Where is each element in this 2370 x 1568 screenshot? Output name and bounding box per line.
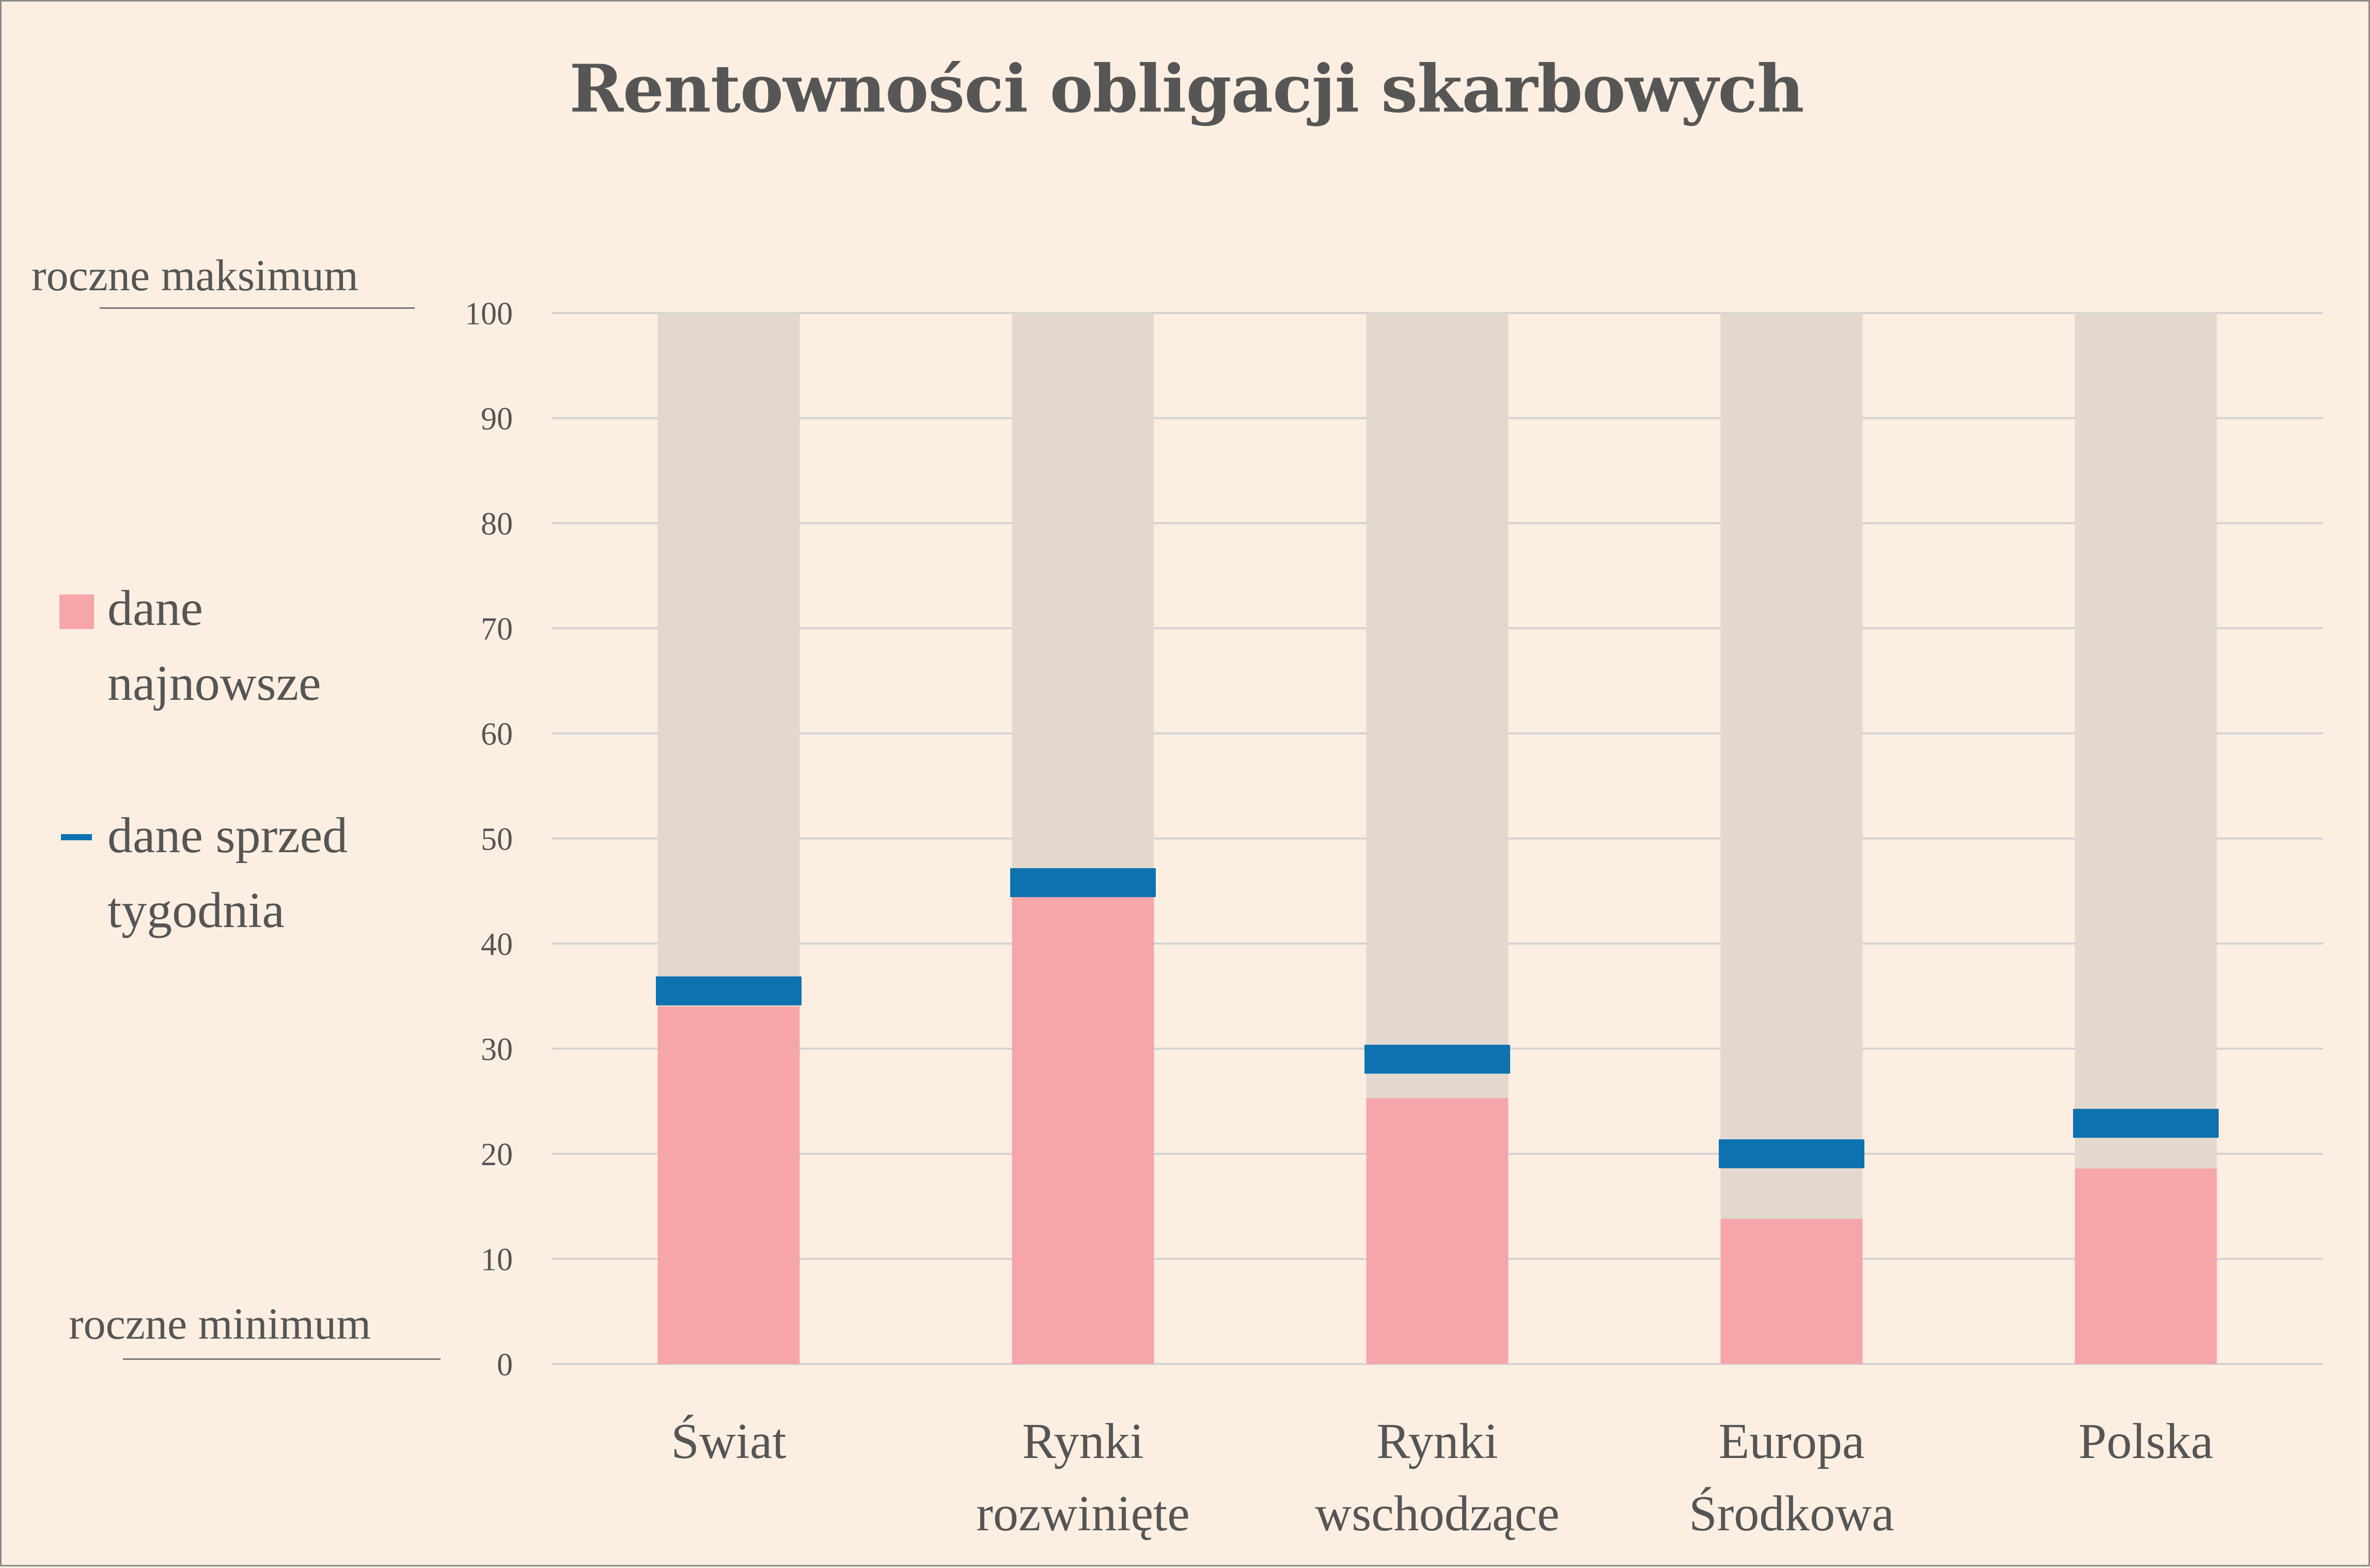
legend-latest-line2: najnowsze xyxy=(107,655,321,711)
previous-week-marker xyxy=(656,976,802,1006)
annual-max-underline xyxy=(100,307,415,309)
previous-week-marker xyxy=(2073,1108,2219,1138)
y-tick-label: 80 xyxy=(481,507,513,542)
latest-bar xyxy=(1012,896,1154,1364)
x-category-label: Rynki xyxy=(1376,1414,1498,1469)
legend-previous-line2: tygodnia xyxy=(107,883,285,938)
previous-week-marker xyxy=(1010,868,1156,897)
y-tick-label: 60 xyxy=(481,717,513,752)
previous-week-marker xyxy=(1364,1044,1510,1074)
previous-week-marker xyxy=(1719,1139,1864,1168)
range-bar xyxy=(1720,313,1863,1364)
x-category-label: Świat xyxy=(671,1414,786,1469)
latest-bar xyxy=(2075,1168,2217,1364)
x-category-label: Rynki xyxy=(1022,1414,1144,1469)
legend-previous-dash xyxy=(61,834,92,840)
legend-latest-swatch xyxy=(59,594,94,629)
x-category-label: Polska xyxy=(2078,1414,2213,1469)
y-tick-label: 50 xyxy=(481,822,513,857)
y-tick-label: 100 xyxy=(465,296,513,332)
x-category-label: Środkowa xyxy=(1689,1486,1894,1542)
latest-bar xyxy=(657,1007,800,1364)
y-tick-label: 10 xyxy=(481,1243,513,1278)
y-tick-label: 70 xyxy=(481,612,513,647)
latest-bar xyxy=(1366,1098,1509,1364)
x-category-label: rozwinięte xyxy=(976,1486,1190,1542)
x-category-label: wschodzące xyxy=(1315,1486,1559,1542)
legend-latest-line1: dane xyxy=(107,581,203,636)
chart-title: Rentowności obligacji skarbowych xyxy=(569,51,1804,127)
y-tick-label: 20 xyxy=(481,1137,513,1172)
latest-bar xyxy=(1720,1219,1863,1364)
legend-previous-line1: dane sprzed xyxy=(107,808,348,864)
y-tick-label: 90 xyxy=(481,402,513,437)
y-tick-label: 30 xyxy=(481,1032,513,1068)
y-tick-label: 0 xyxy=(497,1347,513,1383)
annual-min-label: roczne minimum xyxy=(69,1299,371,1349)
y-tick-label: 40 xyxy=(481,927,513,962)
annual-min-underline xyxy=(123,1358,441,1360)
x-category-label: Europa xyxy=(1719,1414,1865,1469)
annual-max-label: roczne maksimum xyxy=(32,250,358,300)
